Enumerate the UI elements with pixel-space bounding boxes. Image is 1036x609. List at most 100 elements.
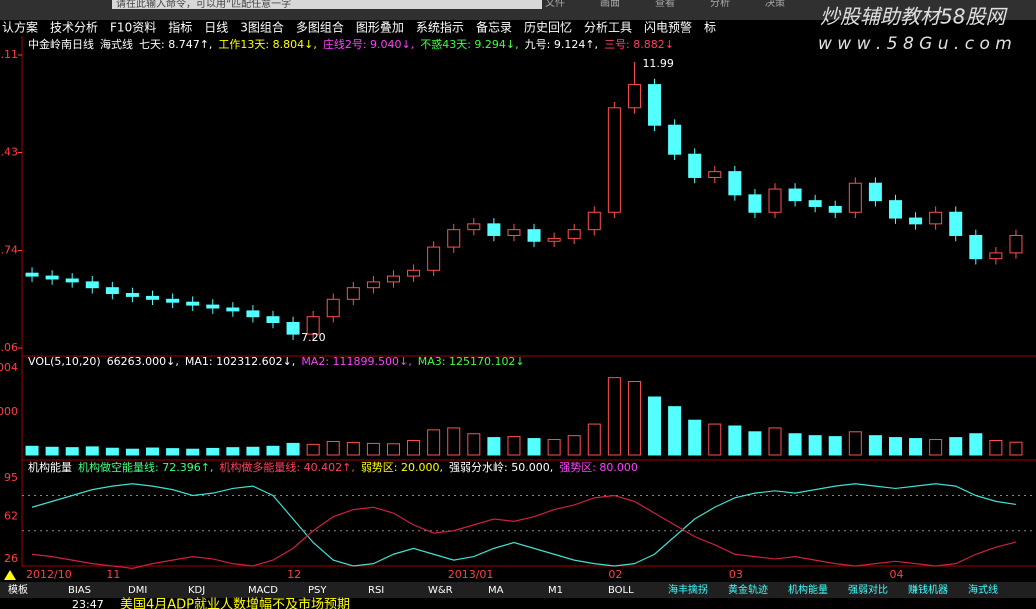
toolbar-item[interactable]: 技术分析 bbox=[50, 21, 98, 35]
candle-body bbox=[186, 301, 200, 306]
toolbar-item[interactable]: 系统指示 bbox=[416, 20, 464, 35]
candle-body bbox=[447, 229, 461, 248]
volume-bar bbox=[45, 446, 59, 456]
panel-header: 海式线 bbox=[100, 37, 133, 51]
energy-line bbox=[31, 483, 1017, 567]
toolbar-item[interactable]: 分析工具 bbox=[584, 21, 632, 35]
candle-body bbox=[407, 269, 421, 277]
volume-bar bbox=[25, 445, 39, 456]
volume-bar bbox=[828, 436, 842, 456]
watermark-title: 炒股辅助教材58股网 bbox=[820, 5, 1008, 29]
toolbar-item[interactable]: 标 bbox=[704, 21, 716, 35]
candle-body bbox=[587, 211, 601, 231]
tab[interactable]: KDJ bbox=[188, 585, 205, 596]
candle-body bbox=[266, 316, 280, 324]
y-tick-label: 95 bbox=[4, 471, 18, 484]
candle-body bbox=[868, 182, 882, 202]
volume-bar bbox=[85, 446, 99, 456]
volume-bar bbox=[607, 377, 621, 456]
x-tick-label: 12 bbox=[287, 568, 301, 581]
volume-bar bbox=[648, 396, 662, 456]
scroll-arrow[interactable] bbox=[4, 570, 16, 580]
menu-item[interactable]: 决策 bbox=[765, 0, 785, 9]
toolbar-item[interactable]: F10资料 bbox=[110, 21, 156, 35]
menu-item[interactable]: 查看 bbox=[655, 0, 675, 9]
toolbar-item[interactable]: 指标 bbox=[168, 20, 192, 35]
volume-bar bbox=[808, 435, 822, 456]
tab[interactable]: PSY bbox=[308, 585, 327, 596]
toolbar-item[interactable]: 日线 bbox=[204, 21, 228, 35]
toolbar-item[interactable]: 多图组合 bbox=[296, 20, 344, 35]
volume-bar bbox=[748, 431, 762, 456]
volume-bar bbox=[668, 406, 682, 456]
tab[interactable]: 海丰擒拐 bbox=[668, 583, 708, 596]
candle-body bbox=[648, 84, 662, 126]
candle-body bbox=[25, 272, 39, 277]
y-tick-label: 10.43 bbox=[0, 145, 18, 158]
volume-bar bbox=[507, 436, 521, 456]
toolbar-item[interactable]: 历史回忆 bbox=[524, 21, 572, 35]
tab[interactable]: MA bbox=[488, 585, 504, 596]
candle-body bbox=[125, 292, 139, 297]
panel-header: 不惑43天: 9.294↓, bbox=[420, 37, 518, 51]
candle-body bbox=[888, 200, 902, 219]
candle-body bbox=[688, 153, 702, 178]
tab[interactable]: 赚钱机器 bbox=[908, 583, 948, 596]
panel-header: 三号: 8.882↓ bbox=[604, 38, 674, 51]
volume-bar bbox=[146, 447, 160, 456]
toolbar-item[interactable]: 闪电预警 bbox=[644, 20, 692, 35]
y-tick-label: 004 bbox=[0, 361, 18, 374]
toolbar-item[interactable]: 图形叠加 bbox=[356, 21, 404, 35]
x-tick-label: 04 bbox=[889, 568, 903, 581]
tab[interactable]: BOLL bbox=[608, 585, 634, 596]
volume-bar bbox=[407, 440, 421, 456]
candle-body bbox=[65, 278, 79, 283]
toolbar-item[interactable]: 认方案 bbox=[2, 20, 38, 35]
volume-bar bbox=[627, 381, 641, 456]
energy-line bbox=[31, 494, 1017, 569]
panel-header: 强弱分水岭: 50.000, bbox=[449, 460, 553, 474]
volume-bar bbox=[688, 419, 702, 456]
menu-item[interactable]: 分析 bbox=[710, 0, 730, 9]
candle-body bbox=[668, 124, 682, 155]
tab[interactable]: DMI bbox=[128, 585, 147, 596]
candle-body bbox=[848, 182, 862, 213]
volume-bar bbox=[868, 435, 882, 456]
volume-bar bbox=[246, 446, 260, 456]
volume-bar bbox=[286, 442, 300, 456]
panel-header: 机构做空能量线: 72.396↑, bbox=[78, 460, 213, 474]
search-box[interactable] bbox=[112, 0, 542, 9]
tab[interactable]: 模板 bbox=[8, 583, 28, 596]
toolbar-item[interactable]: 备忘录 bbox=[476, 20, 512, 35]
tab[interactable]: W&R bbox=[428, 585, 453, 596]
panel-header: VOL(5,10,20) bbox=[28, 355, 101, 368]
tab[interactable]: BIAS bbox=[68, 585, 91, 596]
volume-bar bbox=[206, 447, 220, 456]
tab[interactable]: 强弱对比 bbox=[848, 583, 888, 596]
tab[interactable]: 海式线 bbox=[968, 583, 998, 596]
volume-bar bbox=[547, 439, 561, 456]
tab[interactable]: M1 bbox=[548, 585, 563, 596]
tab[interactable]: MACD bbox=[248, 585, 278, 596]
panel-header: MA1: 102312.602↓, bbox=[185, 355, 295, 368]
volume-bar bbox=[386, 443, 400, 456]
toolbar-item[interactable]: 3图组合 bbox=[240, 20, 284, 35]
candle-body bbox=[527, 229, 541, 242]
x-tick-label: 2013/01 bbox=[448, 568, 494, 581]
panel-header: 机构做多能量线: 40.402↑, bbox=[219, 460, 354, 474]
tab[interactable]: 机构能量 bbox=[788, 583, 828, 596]
tab[interactable]: RSI bbox=[368, 585, 384, 596]
panel-header: 弱势区: 20.000, bbox=[361, 461, 443, 474]
candle-body bbox=[567, 229, 581, 239]
panel-header: 工作13天: 8.804↓, bbox=[218, 38, 316, 51]
candle-body bbox=[547, 237, 561, 242]
candle-body bbox=[467, 223, 481, 231]
tab[interactable]: 黄金轨迹 bbox=[728, 583, 768, 596]
candle-body bbox=[768, 188, 782, 213]
menu-item[interactable]: 画面 bbox=[600, 0, 620, 9]
annotation: 11.99 bbox=[642, 57, 674, 70]
volume-bar bbox=[306, 443, 320, 456]
menu-item[interactable]: 文件 bbox=[545, 0, 565, 9]
volume-bar bbox=[567, 435, 581, 456]
